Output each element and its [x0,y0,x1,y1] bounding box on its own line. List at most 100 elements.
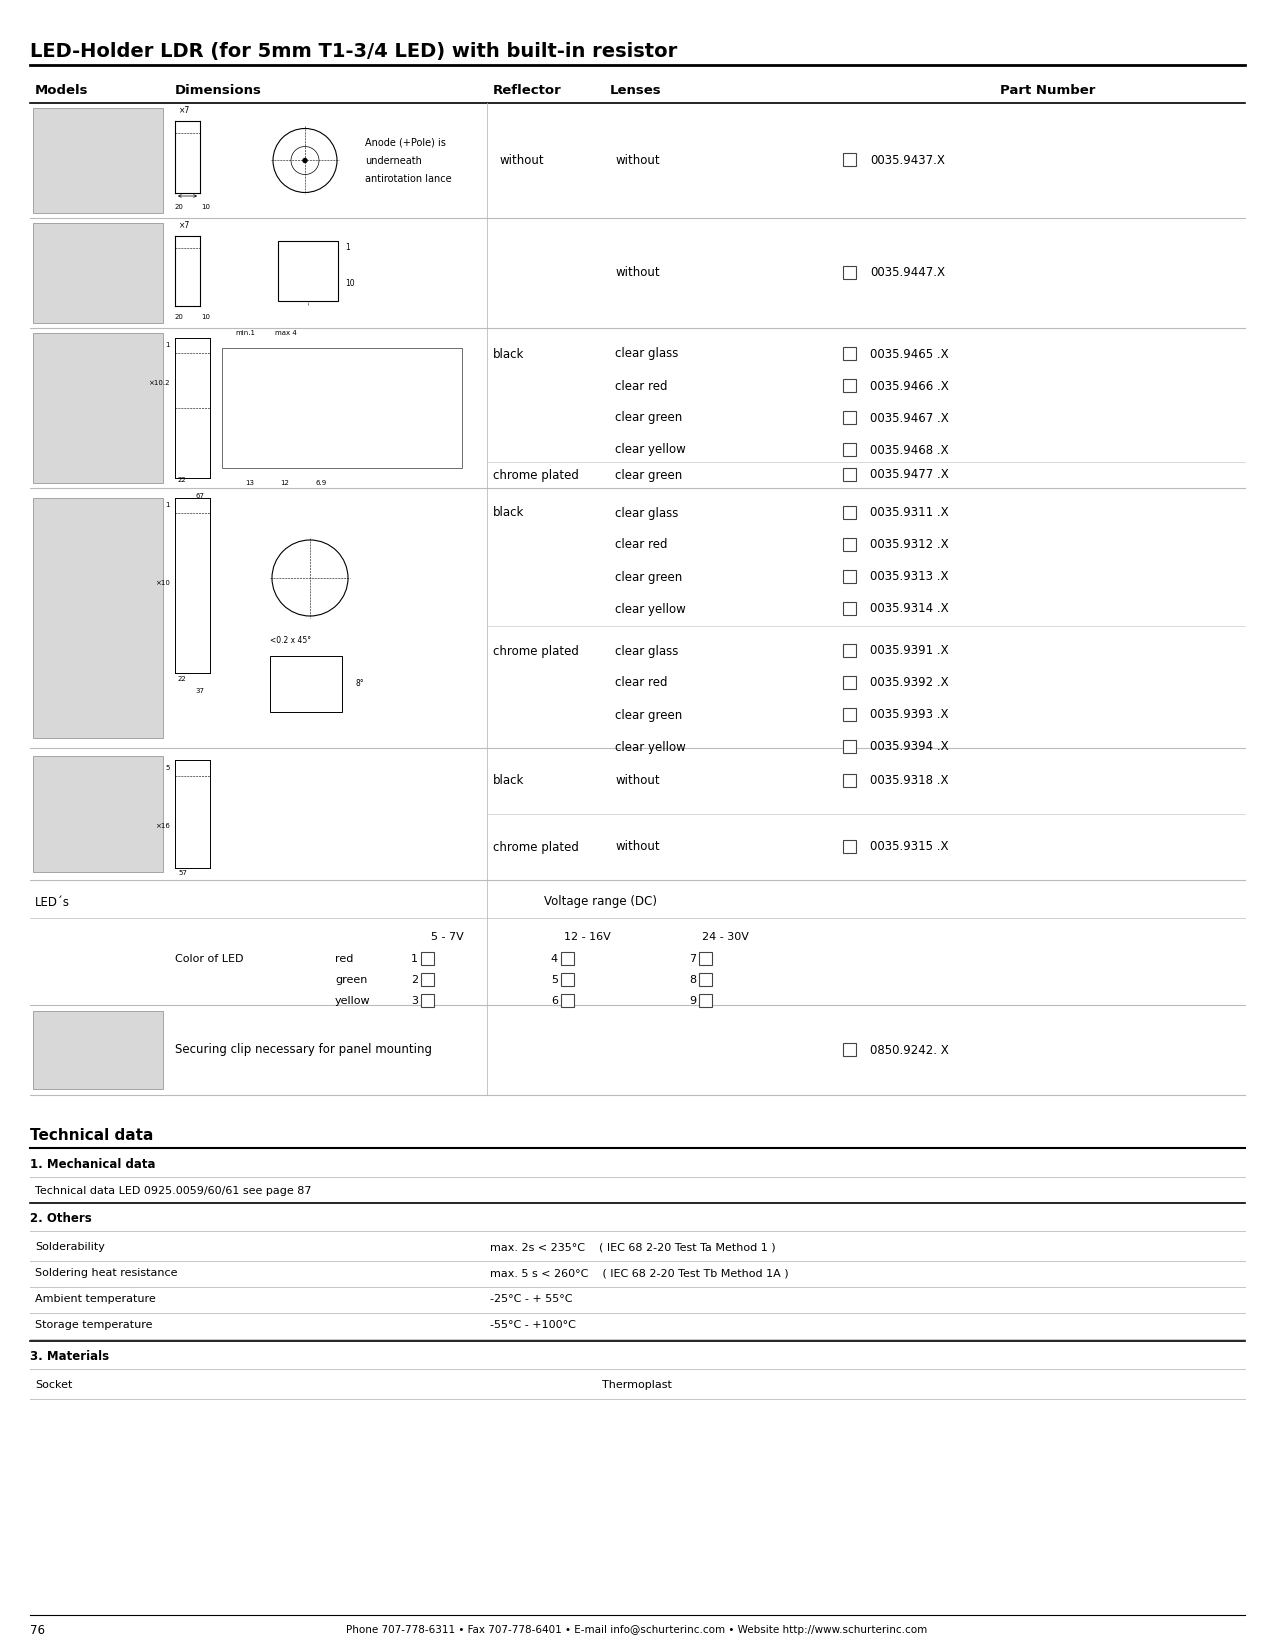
Text: clear yellow: clear yellow [615,444,686,456]
Text: 0035.9392 .X: 0035.9392 .X [870,677,949,690]
Text: chrome plated: chrome plated [493,644,579,657]
Text: 7: 7 [688,954,696,964]
Text: 37: 37 [195,688,204,693]
Text: 0035.9393 .X: 0035.9393 .X [870,708,949,721]
Text: 0035.9318 .X: 0035.9318 .X [870,774,949,788]
FancyBboxPatch shape [33,107,163,213]
Text: black: black [493,507,524,520]
Text: 5: 5 [551,976,558,986]
FancyBboxPatch shape [222,348,462,467]
Text: 5 - 7V: 5 - 7V [431,933,463,943]
Text: 20: 20 [175,205,184,210]
FancyBboxPatch shape [278,241,338,300]
Text: Ambient temperature: Ambient temperature [34,1294,156,1304]
Text: 5.4: 5.4 [360,404,371,411]
Text: 0035.9466 .X: 0035.9466 .X [870,380,949,393]
Text: Voltage range (DC): Voltage range (DC) [543,895,657,908]
Text: Phone 707-778-6311 • Fax 707-778-6401 • E-mail info@schurterinc.com • Website ht: Phone 707-778-6311 • Fax 707-778-6401 • … [347,1625,928,1634]
Bar [561,994,574,1007]
Text: -25°C - + 55°C: -25°C - + 55°C [490,1294,572,1304]
Bar [843,154,856,167]
Bar [843,467,856,480]
Text: 0035.9467 .X: 0035.9467 .X [870,411,949,424]
Text: clear red: clear red [615,677,668,690]
Bar [843,644,856,657]
Text: ×16: ×16 [156,822,170,829]
Text: clear glass: clear glass [615,644,678,657]
Circle shape [303,158,307,162]
Text: 1: 1 [166,502,170,509]
Text: black: black [493,347,524,360]
Bar [843,740,856,753]
Text: underneath: underneath [365,155,422,165]
Bar [843,708,856,721]
Text: 22: 22 [179,675,186,682]
Text: clear yellow: clear yellow [615,741,686,753]
Text: 0850.9242. X: 0850.9242. X [870,1043,949,1057]
Text: 57: 57 [179,870,187,877]
Text: clear green: clear green [615,469,682,482]
Bar [699,953,711,964]
Bar [843,266,856,279]
FancyBboxPatch shape [33,334,163,484]
Text: without: without [500,154,544,167]
Bar [843,603,856,616]
Bar [699,994,711,1007]
Bar [421,972,434,986]
Text: clear green: clear green [615,571,682,583]
Text: 0035.9394 .X: 0035.9394 .X [870,741,949,753]
Text: <0.2 x 45°: <0.2 x 45° [270,636,311,646]
Text: antirotation lance: antirotation lance [365,173,451,183]
Text: min.1: min.1 [235,330,255,337]
Text: 10: 10 [346,279,354,287]
Text: black: black [493,774,524,788]
Text: 22: 22 [179,477,186,484]
Text: clear yellow: clear yellow [615,603,686,616]
Text: clear green: clear green [615,411,682,424]
Text: 0035.9311 .X: 0035.9311 .X [870,507,949,520]
Text: 0035.9315 .X: 0035.9315 .X [870,840,949,854]
Text: 0035.9437.X: 0035.9437.X [870,154,945,167]
Text: 3: 3 [411,996,418,1005]
Text: 0035.9312 .X: 0035.9312 .X [870,538,949,551]
Text: 24 - 30V: 24 - 30V [701,933,748,943]
Text: 0035.9477 .X: 0035.9477 .X [870,469,949,482]
Bar [843,505,856,518]
Text: 6.9: 6.9 [315,480,326,485]
Text: 10: 10 [201,314,210,320]
Text: 0035.9391 .X: 0035.9391 .X [870,644,949,657]
FancyBboxPatch shape [270,655,342,712]
Text: 12: 12 [280,480,289,485]
FancyBboxPatch shape [33,1010,163,1090]
Text: chrome plated: chrome plated [493,469,579,482]
Text: Technical data LED 0925.0059/60/61 see page 87: Technical data LED 0925.0059/60/61 see p… [34,1185,311,1195]
Text: ×7: ×7 [180,106,191,116]
Text: yellow: yellow [335,996,371,1005]
Text: without: without [615,840,659,854]
FancyBboxPatch shape [33,499,163,738]
Text: 12 - 16V: 12 - 16V [564,933,611,943]
Bar [699,972,711,986]
Text: Technical data: Technical data [31,1128,153,1142]
Text: -55°C - +100°C: -55°C - +100°C [490,1321,576,1331]
Text: 8°: 8° [354,680,363,688]
Text: 1: 1 [411,954,418,964]
Text: Storage temperature: Storage temperature [34,1321,153,1331]
Text: 0.35: 0.35 [360,370,376,376]
Bar [421,994,434,1007]
Text: 0035.9314 .X: 0035.9314 .X [870,603,949,616]
Text: chrome plated: chrome plated [493,840,579,854]
Text: ×10.2: ×10.2 [148,380,170,386]
Text: 2.4: 2.4 [360,424,371,431]
Text: 9: 9 [688,996,696,1005]
Text: 3. Materials: 3. Materials [31,1351,110,1364]
Text: LED´s: LED´s [34,895,70,908]
Text: 1: 1 [346,243,349,253]
Text: max. 2s < 235°C    ( IEC 68 2-20 Test Ta Method 1 ): max. 2s < 235°C ( IEC 68 2-20 Test Ta Me… [490,1242,775,1251]
Bar [843,570,856,583]
Bar [843,538,856,551]
Bar [843,380,856,391]
Text: Part Number: Part Number [1000,84,1095,96]
Text: Anode (+Pole) is: Anode (+Pole) is [365,137,446,147]
Text: 5.8: 5.8 [224,371,236,378]
